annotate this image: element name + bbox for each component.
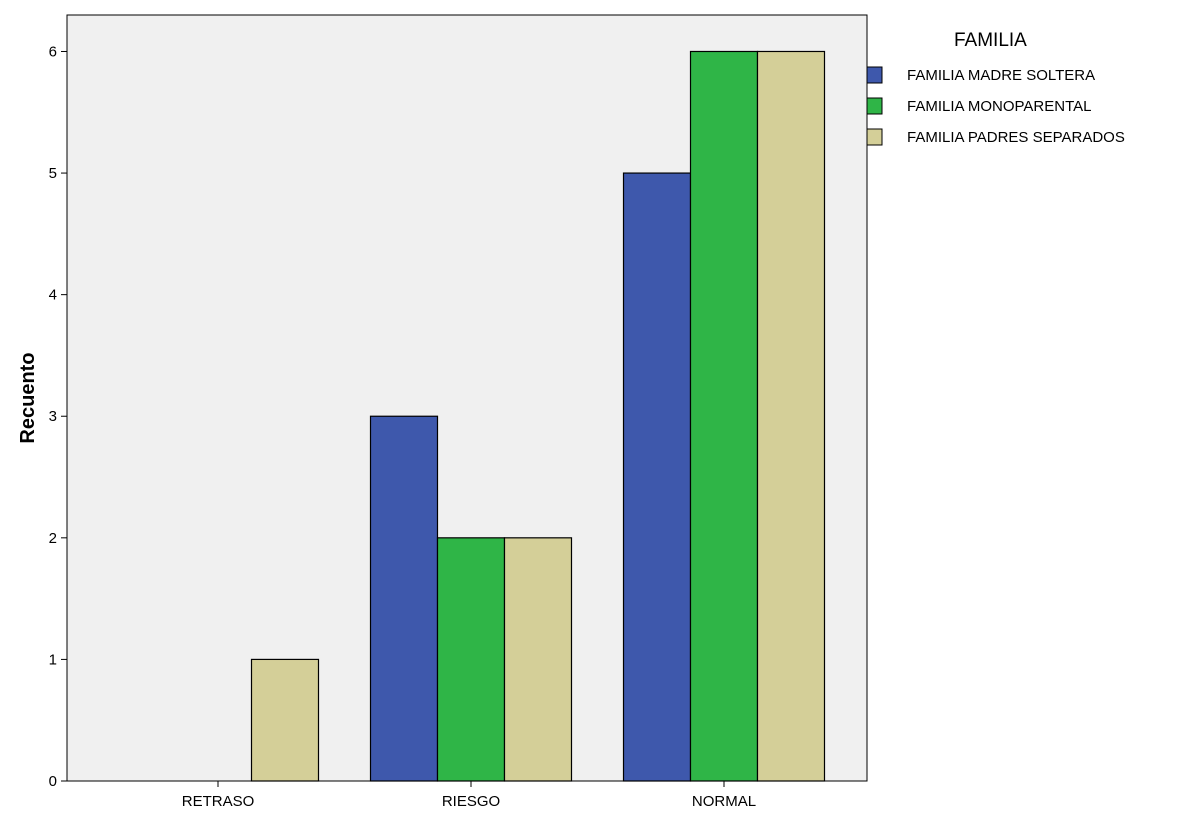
legend-label: FAMILIA MADRE SOLTERA xyxy=(907,67,1095,84)
legend-swatch xyxy=(866,66,883,84)
y-tick-label: 2 xyxy=(49,530,57,547)
x-tick-label-riesgo: RIESGO xyxy=(442,793,500,810)
bar-riesgo-3 xyxy=(503,537,573,782)
y-tick-label: 6 xyxy=(49,43,57,60)
y-tick-label: 1 xyxy=(49,651,57,668)
y-tick-label: 0 xyxy=(49,773,57,790)
legend-swatch xyxy=(866,97,883,115)
bar-normal-3 xyxy=(756,50,826,782)
bar-normal-2 xyxy=(689,50,759,782)
legend-swatch xyxy=(866,128,883,146)
y-tick-label: 3 xyxy=(49,408,57,425)
bar-retraso-3 xyxy=(250,658,320,782)
legend-label: FAMILIA PADRES SEPARADOS xyxy=(907,129,1125,146)
y-axis-title: Recuento xyxy=(17,352,39,443)
y-tick-label: 4 xyxy=(49,287,57,304)
legend-label: FAMILIA MONOPARENTAL xyxy=(907,98,1091,115)
bar-riesgo-2 xyxy=(436,537,506,782)
x-axis-ticks: RETRASO RIESGO NORMAL xyxy=(182,781,756,810)
bar-riesgo-1 xyxy=(369,415,439,782)
x-tick-label-retraso: RETRASO xyxy=(182,793,255,810)
legend-title: FAMILIA xyxy=(954,30,1027,51)
legend: FAMILIA MADRE SOLTERA FAMILIA MONOPARENTA… xyxy=(866,66,1125,146)
y-axis-ticks: 0 1 2 3 4 5 6 xyxy=(49,43,67,790)
x-tick-label-normal: NORMAL xyxy=(692,793,756,810)
y-tick-label: 5 xyxy=(49,165,57,182)
bar-normal-1 xyxy=(622,172,692,782)
bars-layer xyxy=(250,50,826,782)
